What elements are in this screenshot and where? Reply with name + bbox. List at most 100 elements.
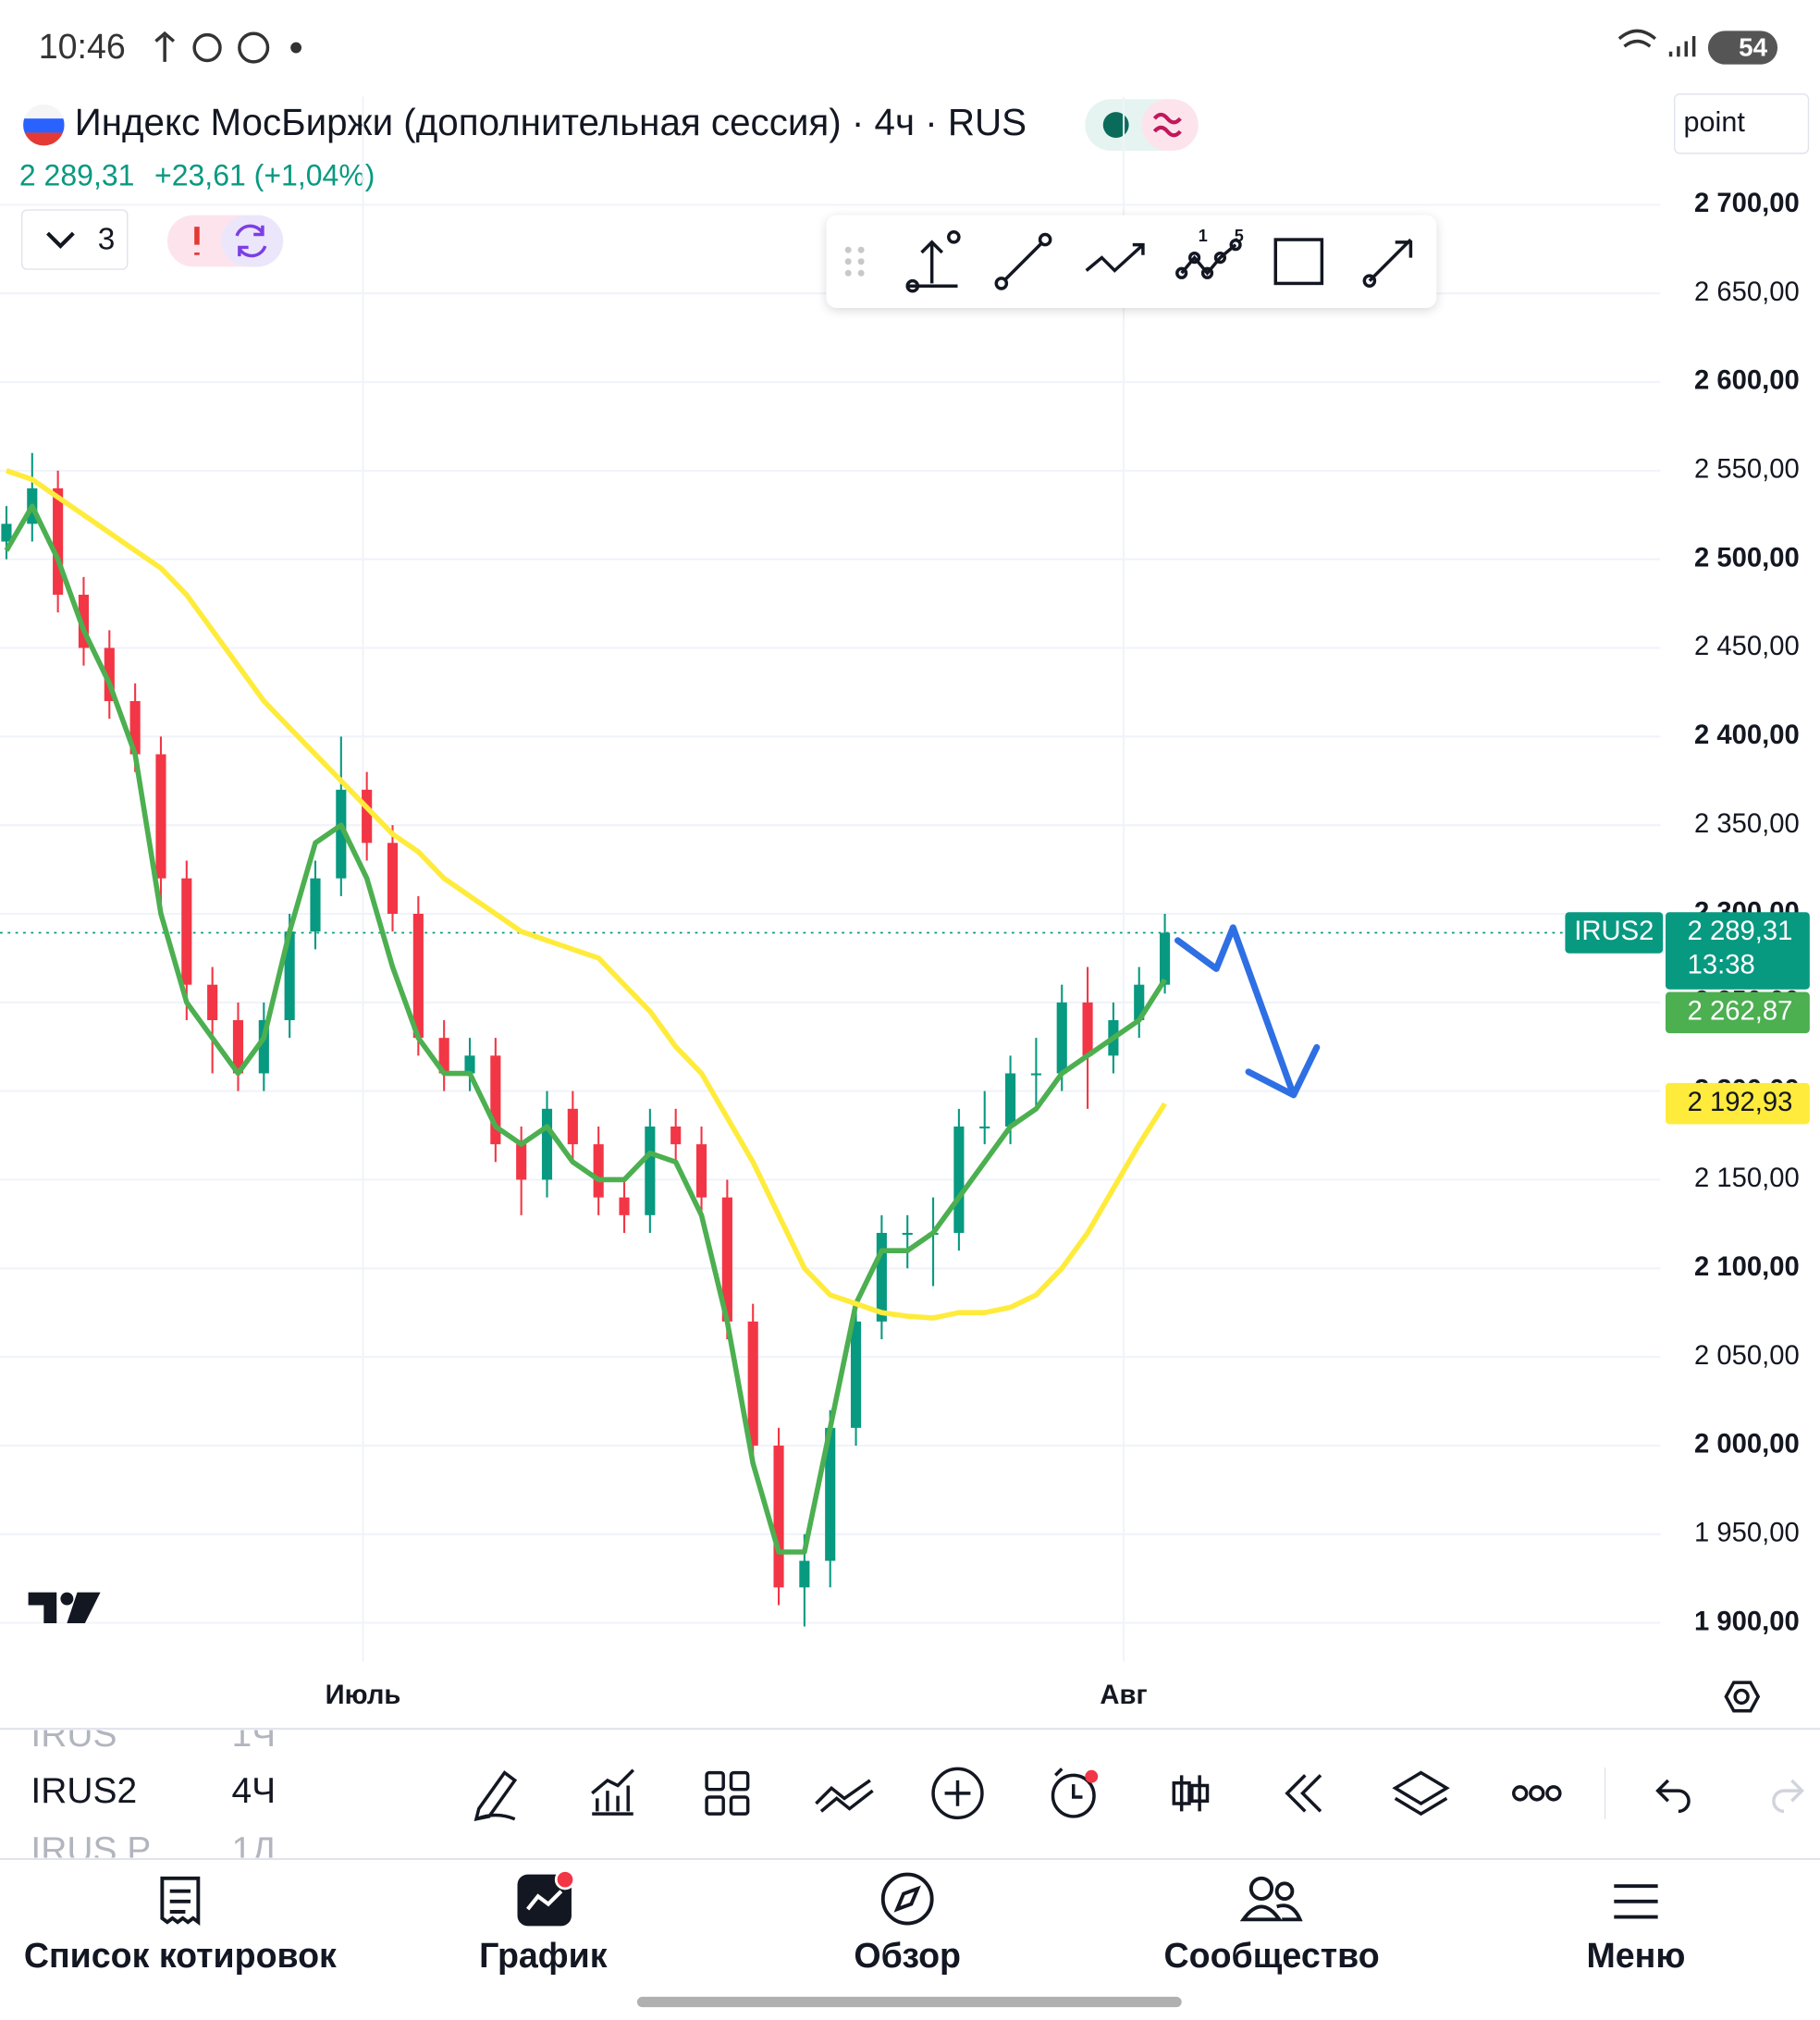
y-tick-label: 2 500,00 [1694, 543, 1800, 573]
refresh-icon [235, 224, 267, 258]
price-badge-label: 2 289,31 [1688, 917, 1793, 946]
candle-body [1004, 1073, 1016, 1127]
tv-logo [28, 1592, 101, 1623]
symbol: IRUS [31, 1715, 117, 1755]
candle-body [747, 1321, 758, 1446]
y-tick-label: 2 450,00 [1694, 632, 1800, 661]
moving-average [6, 468, 1167, 1321]
symbol-title[interactable]: Индекс МосБиржи (дополнительная сессия) … [75, 101, 1027, 143]
nav-label[interactable]: Сообщество [1164, 1936, 1380, 1975]
candle-body [1134, 984, 1145, 1020]
price-badge-label: 2 262,87 [1688, 997, 1793, 1027]
tool-undo[interactable] [1655, 1779, 1691, 1814]
indicator-toggle[interactable] [20, 209, 129, 270]
chart: 1 900,00 1 950,00 2 000,00 2 050,00 2 100,00… [0, 96, 1810, 1710]
mode-label: point [1683, 106, 1745, 138]
tool-compare[interactable] [815, 1779, 874, 1813]
symbol-tag [1565, 912, 1664, 954]
candle-body [979, 1126, 990, 1129]
status-time: 10:46 [39, 27, 126, 66]
nav-watchlist-icon[interactable] [160, 1876, 201, 1927]
status-dot [1102, 112, 1129, 139]
y-tick-label: 2 150,00 [1694, 1164, 1800, 1193]
candle-body [232, 1019, 244, 1074]
flag [23, 104, 65, 146]
tool-redo[interactable] [1772, 1779, 1804, 1814]
x-tick-label: Июль [326, 1681, 401, 1710]
candle-body [516, 1144, 527, 1180]
y-tick-label: 2 050,00 [1694, 1341, 1800, 1371]
candle-body [104, 647, 115, 702]
home-indicator[interactable] [636, 1996, 1182, 2008]
y-tick-label: 2 700,00 [1694, 189, 1800, 218]
candle-body [129, 701, 141, 755]
tool-pattern-end: 5 [1235, 227, 1244, 245]
candle-body [490, 1055, 501, 1145]
nav-badge [554, 1869, 576, 1891]
y-tick-label: 1 950,00 [1694, 1519, 1800, 1548]
drawing-tools [844, 229, 1413, 293]
candle-body [181, 878, 192, 985]
interval: 1Д [232, 1830, 277, 1870]
refresh-pill[interactable] [221, 215, 284, 267]
price-change: +23,61 (+1,04%) [154, 159, 375, 192]
candle-body [721, 1197, 732, 1322]
nav-community-icon[interactable] [1248, 1876, 1274, 1902]
tool-add[interactable] [931, 1767, 984, 1820]
candle-body [412, 913, 424, 1039]
nav-label[interactable]: Список котировок [24, 1936, 337, 1975]
battery-level: 54 [1739, 32, 1767, 61]
candle-body [258, 1019, 269, 1074]
tool-trendline[interactable] [1002, 240, 1044, 282]
price-badge [1665, 1082, 1810, 1125]
tool-layout[interactable] [705, 1770, 750, 1816]
tool-layers[interactable] [1392, 1770, 1450, 1817]
status-icons [154, 29, 1696, 64]
tool-path[interactable] [1085, 242, 1145, 273]
candle-body [438, 1038, 449, 1074]
y-tick-label: 2 000,00 [1694, 1430, 1800, 1460]
candle-body [53, 488, 64, 596]
chart-settings[interactable] [1724, 1681, 1761, 1713]
nav-menu-icon[interactable] [1614, 1884, 1658, 1919]
nav-label[interactable]: Обзор [854, 1936, 961, 1975]
price-badge [1665, 912, 1810, 990]
candle-body [207, 984, 218, 1020]
tool-replay[interactable] [1285, 1774, 1322, 1813]
tool-alert[interactable] [1051, 1773, 1096, 1818]
tool-rectangle[interactable] [1273, 238, 1324, 286]
tool-arrow[interactable] [1368, 238, 1413, 282]
symbol-tag-label: IRUS2 [1574, 917, 1654, 946]
candle-body [876, 1232, 887, 1322]
candle-body [670, 1126, 682, 1145]
tool-range[interactable] [905, 240, 958, 288]
drawing-toolbar [826, 215, 1437, 308]
candle-body [902, 1232, 913, 1236]
chart-glyph [526, 1890, 563, 1911]
nav-label[interactable]: График [479, 1936, 608, 1975]
candle-body [362, 789, 373, 844]
arrow-annotation[interactable] [1174, 924, 1321, 1099]
price-badge [1665, 992, 1810, 1034]
candle-body [593, 1144, 604, 1198]
bar-countdown: 13:38 [1688, 950, 1755, 979]
tool-pattern-start: 1 [1199, 227, 1208, 245]
candle-body [310, 878, 321, 932]
tool-pattern[interactable] [1180, 243, 1237, 277]
candle-body [1, 523, 12, 542]
candle-body [387, 843, 399, 914]
chart-tools [473, 1767, 1804, 1821]
tool-indicators[interactable] [591, 1768, 634, 1816]
nav-label[interactable]: Меню [1586, 1936, 1685, 1975]
chevron-icon [46, 231, 75, 249]
symbol-wheel[interactable]: IRUS 1Ч IRUS2 4Ч IRUS P 1Д [31, 1715, 276, 1870]
mode-box[interactable] [1674, 92, 1810, 154]
candle-body [567, 1108, 578, 1145]
nav-explore-icon[interactable] [880, 1872, 934, 1926]
alert-badge [1085, 1769, 1099, 1783]
tool-bars[interactable] [1172, 1775, 1210, 1812]
delay-status[interactable] [1141, 99, 1199, 151]
tool-draw[interactable] [473, 1770, 518, 1821]
tool-more[interactable] [1512, 1785, 1529, 1802]
